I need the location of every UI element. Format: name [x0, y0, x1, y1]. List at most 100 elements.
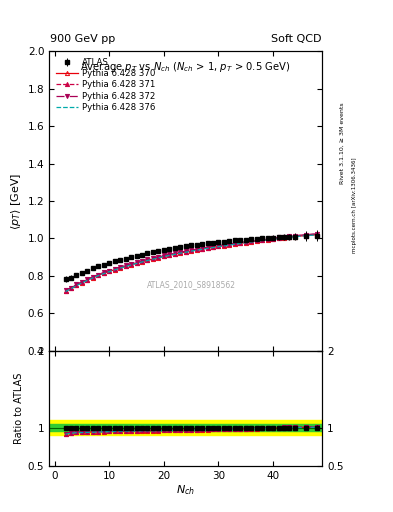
Pythia 6.428 372 [96, 271, 101, 278]
Pythia 6.428 371 [118, 264, 123, 270]
Pythia 6.428 370 [74, 282, 79, 288]
Line: Pythia 6.428 376: Pythia 6.428 376 [66, 235, 317, 291]
Pythia 6.428 372 [276, 234, 281, 241]
Pythia 6.428 371 [222, 242, 226, 248]
Pythia 6.428 372 [118, 264, 123, 270]
Pythia 6.428 371 [292, 233, 298, 239]
Pythia 6.428 371 [233, 240, 237, 246]
Pythia 6.428 371 [189, 247, 193, 253]
Pythia 6.428 371 [112, 266, 117, 272]
Pythia 6.428 372 [134, 259, 139, 265]
Pythia 6.428 370 [156, 254, 161, 261]
Pythia 6.428 376 [265, 237, 270, 243]
Pythia 6.428 370 [63, 288, 68, 294]
Pythia 6.428 371 [205, 245, 210, 251]
Pythia 6.428 372 [173, 250, 177, 257]
Pythia 6.428 370 [314, 231, 319, 238]
Pythia 6.428 370 [194, 247, 199, 253]
Pythia 6.428 371 [227, 241, 232, 247]
Pythia 6.428 370 [260, 238, 264, 244]
Pythia 6.428 370 [205, 245, 210, 251]
Pythia 6.428 372 [249, 238, 253, 244]
Pythia 6.428 376 [63, 288, 68, 294]
Pythia 6.428 372 [123, 262, 128, 268]
Pythia 6.428 372 [167, 251, 172, 258]
Pythia 6.428 370 [79, 280, 84, 286]
Pythia 6.428 371 [167, 251, 172, 258]
Pythia 6.428 370 [211, 244, 215, 250]
Pythia 6.428 376 [314, 232, 319, 238]
Pythia 6.428 370 [216, 243, 221, 249]
Pythia 6.428 370 [292, 233, 298, 240]
Pythia 6.428 371 [249, 238, 253, 244]
Pythia 6.428 372 [189, 247, 193, 253]
Pythia 6.428 371 [173, 250, 177, 257]
Pythia 6.428 370 [69, 285, 73, 291]
Pythia 6.428 370 [151, 256, 155, 262]
Pythia 6.428 371 [140, 258, 144, 264]
Pythia 6.428 376 [271, 236, 275, 242]
Pythia 6.428 376 [227, 242, 232, 248]
X-axis label: $N_{ch}$: $N_{ch}$ [176, 483, 195, 497]
Pythia 6.428 371 [74, 282, 79, 288]
Pythia 6.428 371 [145, 257, 150, 263]
Pythia 6.428 370 [222, 243, 226, 249]
Pythia 6.428 376 [90, 275, 95, 281]
Pythia 6.428 371 [156, 254, 161, 260]
Pythia 6.428 372 [178, 249, 183, 255]
Pythia 6.428 376 [140, 259, 144, 265]
Pythia 6.428 371 [287, 233, 292, 240]
Pythia 6.428 370 [178, 250, 183, 256]
Pythia 6.428 371 [211, 244, 215, 250]
Pythia 6.428 370 [265, 237, 270, 243]
Pythia 6.428 376 [254, 238, 259, 244]
Pythia 6.428 371 [85, 276, 90, 283]
Pythia 6.428 376 [276, 236, 281, 242]
Pythia 6.428 376 [222, 243, 226, 249]
Pythia 6.428 372 [271, 235, 275, 241]
Pythia 6.428 376 [260, 238, 264, 244]
Pythia 6.428 371 [243, 239, 248, 245]
Pythia 6.428 372 [162, 252, 166, 259]
Pythia 6.428 376 [287, 234, 292, 241]
Pythia 6.428 376 [194, 247, 199, 253]
Pythia 6.428 371 [96, 272, 101, 278]
Pythia 6.428 370 [112, 267, 117, 273]
Line: Pythia 6.428 372: Pythia 6.428 372 [63, 231, 319, 292]
Pythia 6.428 371 [151, 255, 155, 262]
Bar [49, 420, 322, 435]
Pythia 6.428 370 [90, 274, 95, 281]
Pythia 6.428 370 [134, 260, 139, 266]
Pythia 6.428 371 [129, 261, 133, 267]
Pythia 6.428 371 [200, 245, 204, 251]
Pythia 6.428 372 [265, 236, 270, 242]
Pythia 6.428 372 [151, 255, 155, 261]
Pythia 6.428 376 [189, 248, 193, 254]
Pythia 6.428 370 [107, 268, 112, 274]
Pythia 6.428 370 [276, 236, 281, 242]
Pythia 6.428 371 [303, 232, 308, 238]
Pythia 6.428 372 [145, 257, 150, 263]
Pythia 6.428 371 [107, 268, 112, 274]
Pythia 6.428 370 [227, 242, 232, 248]
Pythia 6.428 371 [79, 279, 84, 285]
Pythia 6.428 371 [260, 237, 264, 243]
Pythia 6.428 372 [183, 248, 188, 254]
Pythia 6.428 370 [287, 234, 292, 240]
Pythia 6.428 372 [314, 230, 319, 237]
Pythia 6.428 376 [74, 283, 79, 289]
Pythia 6.428 376 [211, 245, 215, 251]
Pythia 6.428 370 [173, 251, 177, 257]
Pythia 6.428 372 [222, 242, 226, 248]
Pythia 6.428 372 [85, 276, 90, 282]
Pythia 6.428 370 [123, 263, 128, 269]
Pythia 6.428 376 [173, 251, 177, 258]
Pythia 6.428 376 [216, 244, 221, 250]
Pythia 6.428 371 [254, 238, 259, 244]
Pythia 6.428 376 [79, 280, 84, 286]
Pythia 6.428 370 [101, 270, 106, 276]
Pythia 6.428 370 [183, 249, 188, 255]
Pythia 6.428 372 [227, 241, 232, 247]
Pythia 6.428 376 [282, 235, 286, 241]
Pythia 6.428 376 [151, 256, 155, 262]
